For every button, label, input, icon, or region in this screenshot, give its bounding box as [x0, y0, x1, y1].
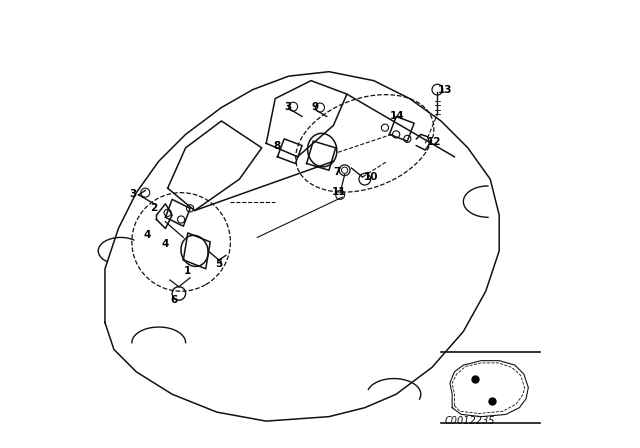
Text: 8: 8 [274, 141, 281, 151]
Text: 12: 12 [427, 137, 442, 147]
Text: 3: 3 [129, 189, 136, 199]
Text: 7: 7 [333, 167, 340, 177]
Text: 4: 4 [162, 239, 169, 249]
Text: 4: 4 [144, 230, 151, 240]
Text: 6: 6 [171, 295, 178, 305]
Text: 2: 2 [150, 203, 157, 213]
Text: 1: 1 [184, 266, 191, 276]
Text: 11: 11 [332, 187, 346, 197]
Text: 13: 13 [438, 85, 452, 95]
Text: 10: 10 [364, 172, 379, 182]
Text: C0012235: C0012235 [445, 416, 495, 426]
Text: 5: 5 [216, 259, 223, 269]
Text: 14: 14 [390, 112, 405, 121]
Text: 3: 3 [284, 102, 291, 112]
Text: 9: 9 [312, 102, 319, 112]
